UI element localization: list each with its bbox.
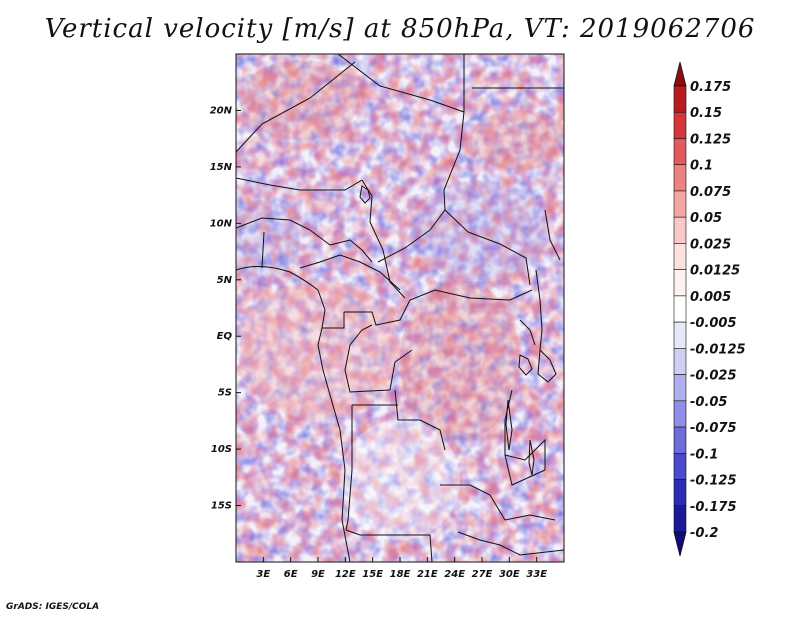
lon-tick-label: 15E (362, 569, 383, 580)
lon-tick-label: 30E (499, 569, 520, 580)
colorbar-segment (673, 348, 687, 375)
colorbar-segment (673, 216, 687, 244)
lat-tick-label: 10N (210, 218, 233, 229)
colorbar-label: -0.025 (690, 369, 737, 384)
lat-tick-label: 10S (211, 444, 232, 455)
colorbar-label: 0.125 (690, 132, 731, 147)
lat-tick-label: 15S (211, 501, 232, 512)
colorbar-label: 0.005 (690, 290, 731, 305)
lon-tick-label: 27E (472, 569, 493, 580)
colorbar (673, 61, 687, 557)
colorbar-label: -0.05 (690, 395, 727, 410)
lat-tick-label: 5S (218, 388, 232, 399)
colorbar-segment (673, 190, 687, 218)
colorbar-label: -0.0125 (690, 342, 746, 357)
colorbar-label: 0.15 (690, 106, 722, 121)
colorbar-bottom-triangle (673, 531, 687, 557)
colorbar-segment (673, 138, 687, 166)
colorbar-segment (673, 426, 687, 454)
colorbar-segment (673, 243, 687, 270)
colorbar-segment (673, 269, 687, 297)
lat-tick-label: 15N (210, 162, 233, 173)
colorbar-label: -0.005 (690, 316, 737, 331)
colorbar-labels: 0.175 0.15 0.125 0.1 0.075 0.05 0.025 0.0125 0.0… (690, 80, 746, 541)
colorbar-label: -0.2 (690, 526, 718, 541)
lat-tick-label: EQ (217, 331, 233, 342)
colorbar-segment (673, 295, 687, 323)
colorbar-segment (673, 452, 687, 480)
colorbar-label: 0.05 (690, 211, 722, 226)
velocity-field (236, 54, 564, 562)
colorbar-segment (673, 479, 687, 507)
colorbar-label: 0.075 (690, 185, 731, 200)
colorbar-label: -0.175 (690, 500, 737, 515)
colorbar-label: -0.1 (690, 447, 718, 462)
longitude-axis: 3E 6E 9E 12E 15E 18E 21E 24E 27E 30E 33E (256, 557, 547, 580)
colorbar-label: 0.025 (690, 237, 731, 252)
colorbar-segment (673, 321, 687, 349)
latitude-axis: 20N 15N 10N 5N EQ 5S 10S 15S (210, 105, 241, 512)
colorbar-segment (673, 374, 687, 402)
colorbar-label: 0.175 (690, 80, 731, 95)
colorbar-top-triangle (673, 61, 687, 87)
lat-tick-label: 20N (210, 105, 233, 116)
colorbar-segment (673, 111, 687, 139)
lon-tick-label: 24E (444, 569, 465, 580)
colorbar-segment (673, 164, 687, 192)
lon-tick-label: 6E (284, 569, 298, 580)
lon-tick-label: 33E (526, 569, 547, 580)
colorbar-segment (673, 400, 687, 428)
lon-tick-label: 21E (417, 569, 438, 580)
lon-tick-label: 3E (256, 569, 270, 580)
colorbar-segment (673, 85, 687, 113)
lakes (359, 185, 557, 476)
colorbar-label: -0.075 (690, 421, 737, 436)
colorbar-label: 0.1 (690, 159, 713, 174)
country-borders (236, 54, 564, 562)
lon-tick-label: 12E (335, 569, 356, 580)
colorbar-label: 0.0125 (690, 264, 740, 279)
lat-tick-label: 5N (217, 275, 233, 286)
colorbar-segment (673, 505, 687, 533)
lon-tick-label: 18E (390, 569, 411, 580)
colorbar-label: -0.125 (690, 474, 737, 489)
footer-credit: GrADS: IGES/COLA (6, 602, 100, 612)
chart-title: Vertical velocity [m/s] at 850hPa, VT: 2… (44, 14, 756, 44)
lon-tick-label: 9E (311, 569, 325, 580)
